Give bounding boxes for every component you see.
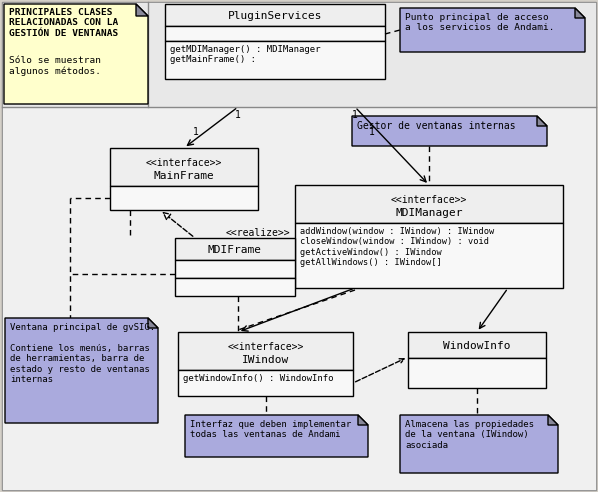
Text: Almacena las propiedades
de la ventana (IWindow)
asociada: Almacena las propiedades de la ventana (… bbox=[405, 420, 534, 450]
Bar bbox=[175, 238, 295, 260]
Text: 1: 1 bbox=[352, 110, 358, 120]
Bar bbox=[110, 148, 258, 186]
Bar bbox=[110, 186, 258, 210]
Polygon shape bbox=[352, 116, 547, 146]
Polygon shape bbox=[358, 415, 368, 425]
Bar bbox=[165, 4, 385, 26]
Text: PRINCIPALES CLASES
RELACIONADAS CON LA
GESTIÓN DE VENTANAS: PRINCIPALES CLASES RELACIONADAS CON LA G… bbox=[9, 8, 118, 38]
Bar bbox=[175, 278, 295, 296]
Text: Gestor de ventanas internas: Gestor de ventanas internas bbox=[357, 121, 515, 131]
Text: 1: 1 bbox=[369, 127, 375, 137]
Text: <<interface>>: <<interface>> bbox=[227, 342, 304, 352]
Text: MDIManager: MDIManager bbox=[395, 208, 463, 218]
Polygon shape bbox=[537, 116, 547, 126]
Text: <<interface>>: <<interface>> bbox=[146, 158, 222, 168]
Text: IWindow: IWindow bbox=[242, 355, 289, 365]
Text: Sólo se muestran
algunos métodos.: Sólo se muestran algunos métodos. bbox=[9, 56, 101, 76]
Text: addWindow(window : IWindow) : IWindow
closeWindow(window : IWindow) : void
getAc: addWindow(window : IWindow) : IWindow cl… bbox=[300, 227, 495, 267]
Text: Interfaz que deben implementar
todas las ventanas de Andami: Interfaz que deben implementar todas las… bbox=[190, 420, 351, 439]
Polygon shape bbox=[548, 415, 558, 425]
Text: MDIFrame: MDIFrame bbox=[208, 245, 262, 255]
Bar bbox=[295, 223, 563, 288]
Bar bbox=[408, 332, 546, 358]
Bar bbox=[175, 260, 295, 278]
Bar bbox=[178, 370, 353, 396]
Text: Ventana principal de gvSIG.

Contiene los menús, barras
de herramientas, barra d: Ventana principal de gvSIG. Contiene los… bbox=[10, 323, 155, 384]
Text: Punto principal de acceso
a los servicios de Andami.: Punto principal de acceso a los servicio… bbox=[405, 13, 554, 32]
Bar bbox=[2, 107, 596, 490]
Text: getMDIManager() : MDIManager
getMainFrame() :: getMDIManager() : MDIManager getMainFram… bbox=[170, 45, 321, 64]
Text: getWindowInfo() : WindowInfo: getWindowInfo() : WindowInfo bbox=[183, 374, 334, 383]
Polygon shape bbox=[5, 318, 158, 423]
Polygon shape bbox=[4, 4, 148, 104]
Text: PluginServices: PluginServices bbox=[228, 11, 322, 21]
Bar bbox=[165, 26, 385, 41]
Text: MainFrame: MainFrame bbox=[154, 171, 214, 181]
Polygon shape bbox=[400, 8, 585, 52]
Text: 1: 1 bbox=[193, 127, 199, 137]
Polygon shape bbox=[148, 318, 158, 328]
Bar bbox=[295, 185, 563, 223]
Text: <<interface>>: <<interface>> bbox=[391, 195, 467, 205]
Polygon shape bbox=[185, 415, 368, 457]
Text: <<realize>>: <<realize>> bbox=[225, 228, 290, 238]
Polygon shape bbox=[136, 4, 148, 16]
Polygon shape bbox=[400, 415, 558, 473]
Text: WindowInfo: WindowInfo bbox=[443, 341, 511, 351]
Bar bbox=[2, 2, 596, 107]
Bar bbox=[165, 41, 385, 79]
Text: 1: 1 bbox=[235, 110, 241, 120]
Bar bbox=[178, 332, 353, 370]
Bar bbox=[408, 358, 546, 388]
Polygon shape bbox=[575, 8, 585, 18]
